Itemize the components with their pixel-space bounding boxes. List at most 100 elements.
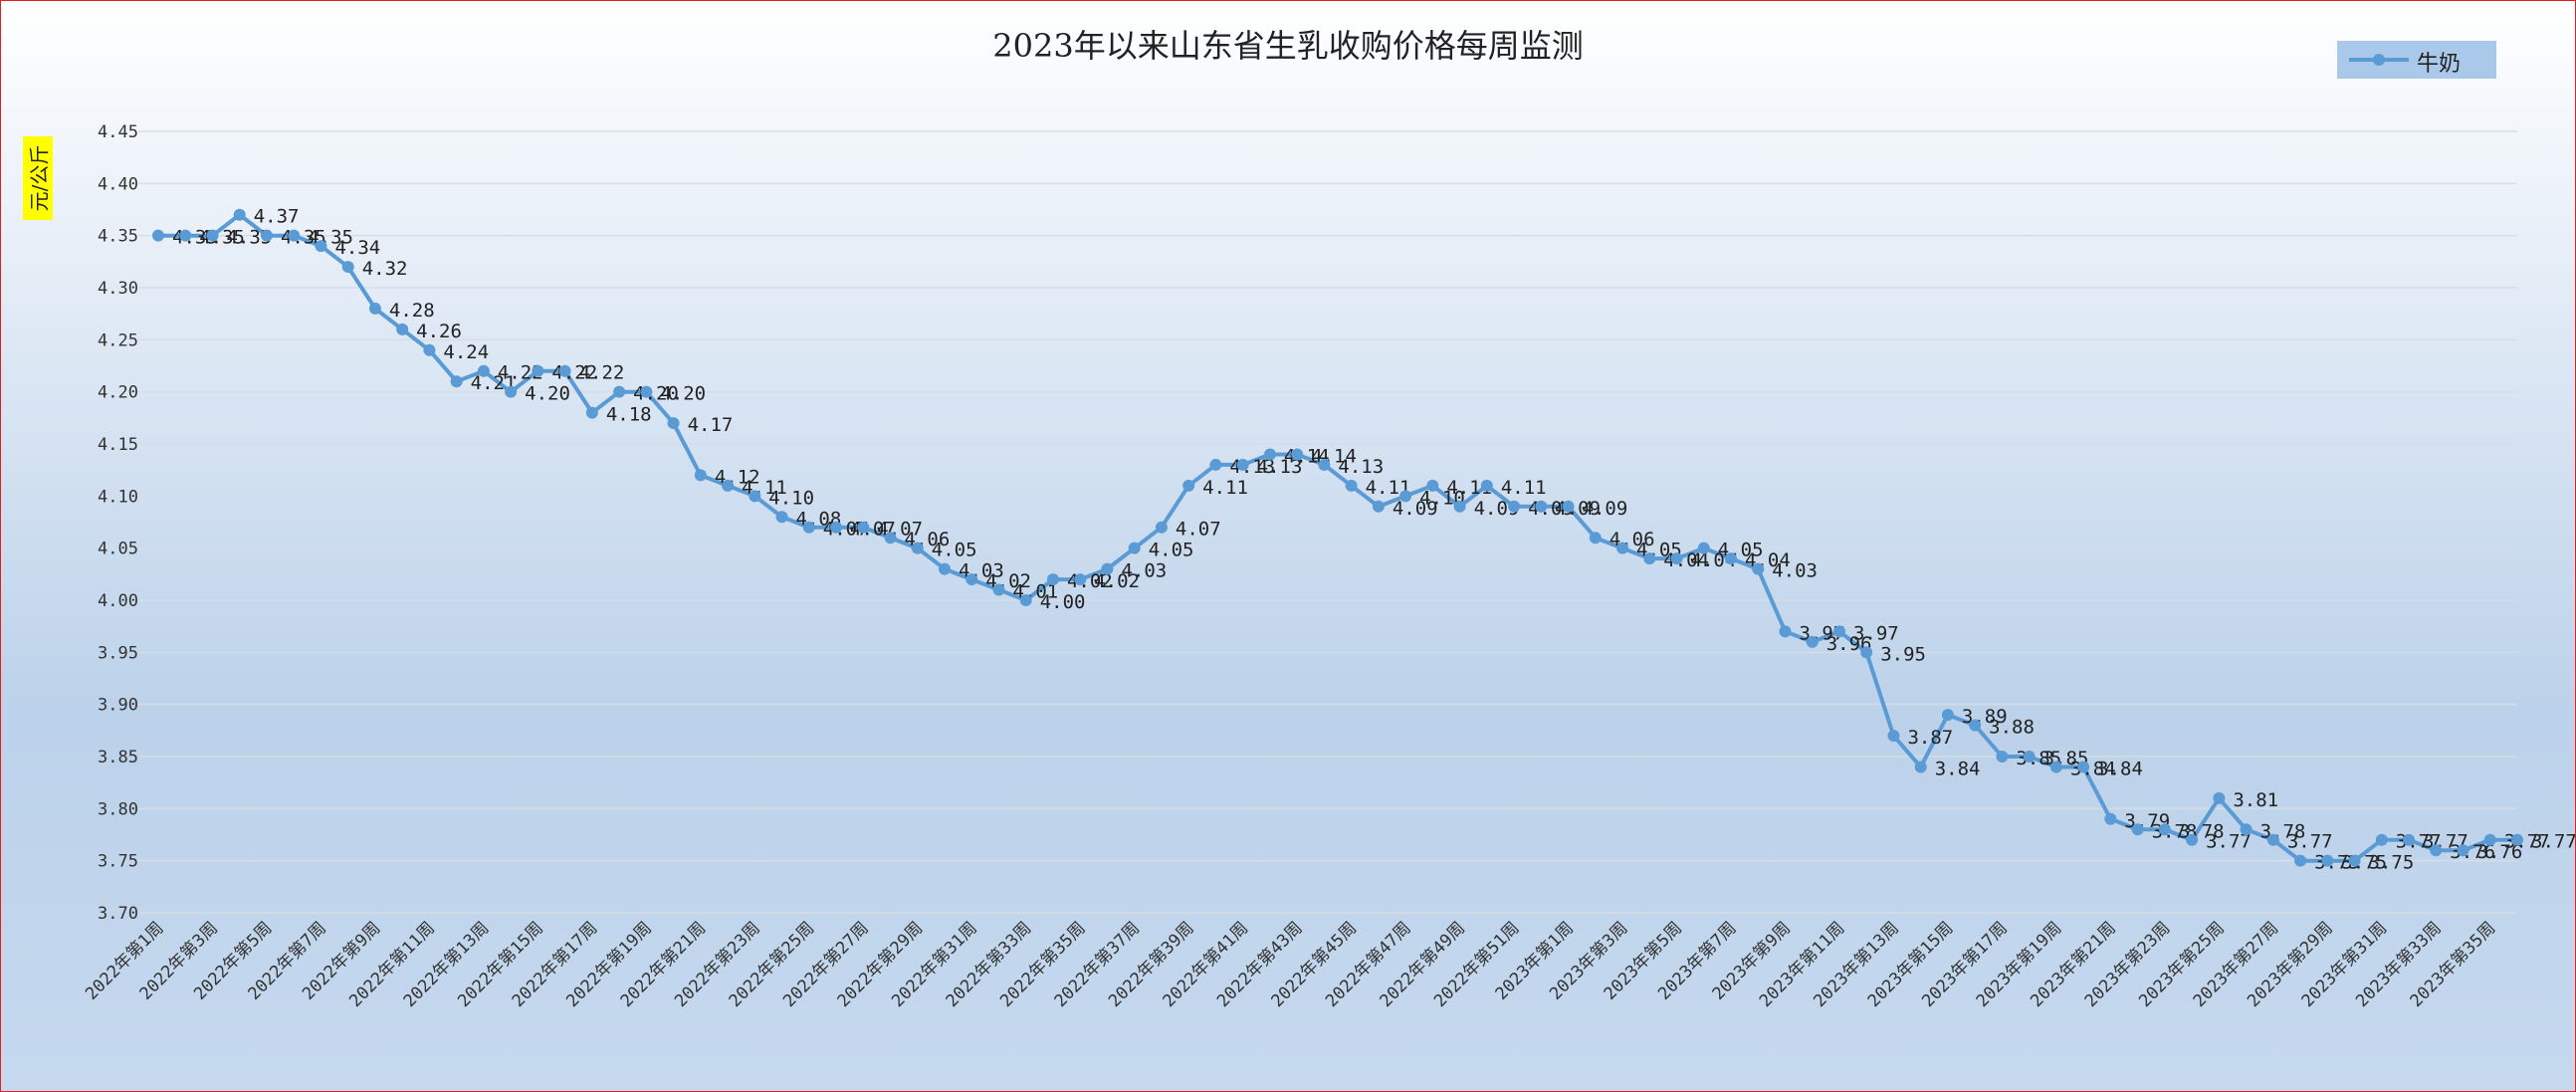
data-point: [2266, 833, 2279, 846]
data-point: [2023, 751, 2036, 763]
data-label: 4.04: [1691, 549, 1737, 571]
data-point: [722, 479, 735, 492]
data-label: 3.84: [2097, 758, 2143, 779]
data-label: 4.32: [362, 258, 408, 280]
data-point: [830, 521, 843, 534]
data-point: [911, 542, 924, 554]
data-label: 3.76: [2477, 841, 2523, 863]
data-point: [1074, 573, 1087, 586]
y-tick-label: 3.85: [98, 748, 138, 767]
data-point: [2403, 833, 2416, 846]
data-point: [1291, 448, 1304, 461]
data-label: 3.87: [1907, 727, 1953, 749]
data-point: [1263, 448, 1276, 461]
data-point: [667, 417, 680, 430]
y-tick-label: 4.40: [98, 174, 138, 194]
data-point: [1670, 552, 1683, 565]
series-line: [158, 212, 2517, 863]
data-label: 4.07: [1176, 519, 1221, 541]
data-point: [2511, 833, 2523, 846]
data-point: [694, 469, 707, 482]
data-point: [1752, 562, 1765, 575]
data-label: 4.02: [1094, 570, 1140, 592]
data-point: [1236, 458, 1249, 471]
data-point: [450, 375, 463, 388]
data-point: [1996, 751, 2009, 763]
data-label: 4.21: [471, 372, 517, 394]
data-point: [1182, 479, 1195, 492]
data-point: [1480, 479, 1493, 492]
data-point: [1345, 479, 1358, 492]
data-label: 4.20: [525, 383, 570, 405]
data-point: [315, 240, 327, 253]
data-point: [585, 406, 598, 419]
data-point: [939, 562, 951, 575]
data-point: [2483, 833, 2496, 846]
data-label: 4.22: [498, 362, 543, 384]
data-label: 4.05: [1149, 540, 1194, 561]
y-tick-label: 4.15: [98, 435, 138, 455]
y-tick-label: 4.45: [98, 122, 138, 142]
y-tick-label: 4.30: [98, 279, 138, 299]
data-label: 4.20: [660, 383, 706, 405]
data-point: [2131, 823, 2144, 836]
data-label: 4.28: [389, 300, 435, 322]
chart-title: 2023年以来山东省生乳收购价格每周监测: [992, 27, 1584, 65]
data-point: [341, 261, 354, 274]
legend-line-marker-icon: [2349, 54, 2409, 66]
data-point: [1453, 500, 1466, 513]
data-point: [505, 385, 518, 398]
data-label: 3.77: [2206, 831, 2252, 853]
data-label: 3.97: [1853, 622, 1899, 644]
data-point: [152, 229, 164, 242]
y-tick-label: 3.70: [98, 904, 138, 924]
data-point: [1426, 479, 1439, 492]
data-point: [179, 229, 192, 242]
data-point: [233, 208, 246, 221]
data-point: [2294, 854, 2307, 867]
data-point: [966, 573, 978, 586]
data-point: [1155, 521, 1168, 534]
data-point: [1128, 542, 1141, 554]
data-label: 4.05: [932, 540, 977, 561]
data-point: [1101, 562, 1114, 575]
data-point: [2104, 812, 2117, 825]
data-point: [640, 385, 653, 398]
data-label: 3.88: [1989, 717, 2035, 739]
data-point: [1941, 709, 1954, 722]
y-tick-label: 3.75: [98, 852, 138, 872]
y-tick-label: 4.05: [98, 540, 138, 559]
data-point: [1832, 625, 1845, 638]
data-label: 3.77: [2287, 831, 2333, 853]
data-point: [884, 532, 897, 545]
data-label: 3.96: [1826, 633, 1872, 655]
data-point: [368, 302, 381, 315]
data-point: [1697, 542, 1710, 554]
data-label: 4.26: [416, 321, 462, 342]
data-label: 3.77: [2531, 831, 2575, 853]
data-label: 4.13: [1257, 456, 1303, 478]
data-point: [1508, 500, 1521, 513]
data-label: 4.09: [1393, 498, 1438, 520]
y-tick-label: 3.80: [98, 799, 138, 819]
data-point: [2375, 833, 2388, 846]
data-point: [1887, 730, 1900, 743]
data-point: [1860, 646, 1873, 659]
data-point: [260, 229, 273, 242]
data-point: [1969, 719, 1982, 732]
data-point: [1318, 458, 1331, 471]
data-label: 4.09: [1474, 498, 1520, 520]
data-point: [802, 521, 815, 534]
data-point: [477, 364, 490, 377]
data-point: [396, 323, 409, 335]
data-point: [1914, 761, 1927, 773]
data-point: [532, 364, 544, 377]
data-point: [206, 229, 219, 242]
y-tick-label: 4.20: [98, 383, 138, 403]
data-point: [2321, 854, 2334, 867]
data-label: 4.00: [1040, 591, 1086, 613]
data-point: [2049, 761, 2062, 773]
data-label: 4.09: [1583, 498, 1628, 520]
data-label: 3.95: [1880, 643, 1926, 665]
data-point: [1209, 458, 1222, 471]
